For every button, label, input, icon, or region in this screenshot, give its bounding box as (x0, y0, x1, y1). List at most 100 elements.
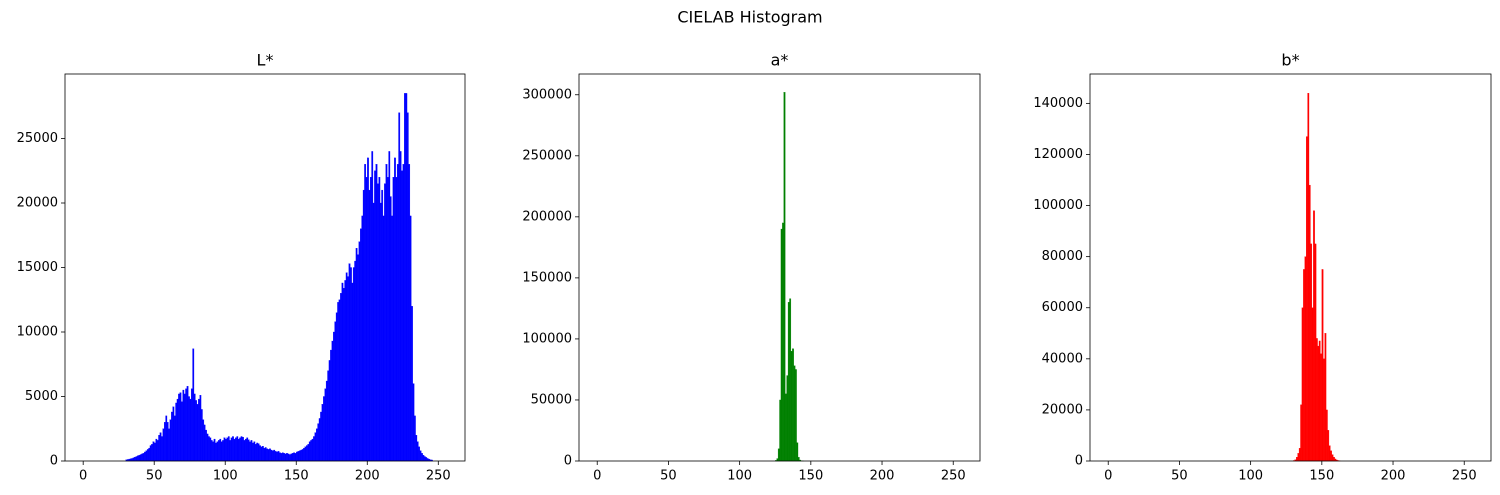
histogram-bar (280, 453, 283, 462)
histogram-bar (311, 438, 314, 462)
histogram-bar (402, 164, 405, 462)
histogram-bar (404, 93, 406, 462)
histogram-bar (1307, 93, 1310, 462)
histogram-bar (1296, 457, 1298, 462)
histogram-bar (274, 451, 277, 462)
histogram-bar (288, 454, 291, 462)
histogram-bar (176, 398, 179, 462)
histogram-bar (357, 254, 359, 462)
histogram-bar (247, 439, 250, 462)
histogram-bar (277, 451, 280, 462)
histogram-bar (209, 437, 212, 462)
histogram-bar (785, 393, 787, 462)
histogram-bar (314, 432, 317, 462)
histogram-bar (396, 164, 399, 462)
histogram-bar (198, 398, 200, 462)
histogram-bar (362, 189, 365, 462)
histogram-bar (406, 112, 409, 462)
histogram-bar (242, 436, 244, 462)
histogram-bar (264, 447, 267, 462)
x-tick-label: 0 (79, 469, 87, 484)
axes-frame (1089, 73, 1492, 462)
histogram-bar (208, 436, 210, 462)
histogram-bar (276, 451, 278, 462)
histogram-bar (334, 321, 337, 462)
histogram-bar (290, 453, 293, 462)
histogram-bar (223, 437, 226, 462)
x-tick-label: 250 (426, 469, 451, 484)
histogram-bar (303, 447, 305, 462)
histogram-bar (1298, 448, 1301, 462)
histogram-bar (226, 437, 229, 462)
histogram-bar (318, 418, 321, 462)
histogram-bar (159, 432, 162, 462)
histogram-bar (1308, 184, 1311, 462)
x-tick-label: 100 (213, 469, 238, 484)
figure-title: CIELAB Histogram (677, 8, 822, 27)
y-tick-label: 0 (564, 454, 572, 469)
histogram-bar (338, 299, 341, 462)
histogram-bar (340, 293, 342, 462)
histogram-bar (183, 393, 186, 462)
histogram-bar (320, 411, 322, 462)
histogram-bar (323, 396, 325, 462)
histogram-bar (146, 449, 149, 462)
histogram-bar (286, 453, 288, 462)
histogram-bar (779, 399, 782, 462)
histogram-bar (222, 440, 224, 462)
histogram-bar (149, 445, 152, 462)
histogram-bar (200, 409, 203, 462)
histogram-bar (793, 365, 796, 462)
histogram-bar (1301, 307, 1304, 462)
histogram-bar (795, 369, 797, 462)
histogram-bar (173, 415, 176, 462)
histogram-bar (1300, 404, 1303, 462)
histogram-bar (257, 443, 260, 462)
histogram-bar (137, 455, 139, 462)
histogram-bar (412, 383, 415, 462)
histogram-bar (239, 437, 242, 462)
histogram-bar (217, 440, 220, 462)
histogram-bar (368, 189, 371, 462)
axes-title: a* (771, 51, 789, 70)
histogram-bar (220, 441, 223, 462)
histogram-bar (361, 215, 364, 462)
histogram-bar (178, 393, 180, 462)
y-tick-label: 100000 (522, 331, 572, 346)
histogram-bar (1304, 256, 1307, 462)
histogram-bar (369, 177, 372, 462)
x-tick-label: 200 (870, 469, 895, 484)
histogram-bar (348, 263, 351, 462)
histogram-bar (297, 451, 300, 462)
histogram-bar (351, 282, 354, 462)
x-tick-label: 250 (941, 469, 966, 484)
histogram-bar (381, 189, 384, 462)
histogram-bar (385, 164, 388, 462)
histogram-bar (134, 456, 136, 462)
y-tick-label: 0 (1075, 454, 1083, 469)
histogram-bar (345, 272, 348, 462)
histogram-bar (210, 440, 213, 462)
histogram-bar (142, 453, 145, 462)
x-tick-label: 200 (355, 469, 380, 484)
histogram-bar (1330, 450, 1332, 462)
histogram-bar (235, 437, 237, 462)
histogram-bar (233, 438, 236, 462)
histogram-bar (185, 388, 188, 462)
histogram-bar (387, 177, 389, 462)
histogram-bar (193, 393, 196, 462)
x-tick-label: 200 (1381, 469, 1406, 484)
histogram-bar (163, 422, 166, 462)
histogram-bar (379, 202, 382, 462)
histogram-bar (364, 164, 367, 462)
y-tick-label: 80000 (1042, 249, 1083, 264)
histogram-bar (1317, 345, 1320, 462)
axes-frame (64, 73, 466, 462)
histogram-bar (423, 456, 426, 462)
histogram-bar (252, 442, 254, 462)
histogram-bar (797, 457, 800, 462)
histogram-bar (1313, 210, 1315, 462)
histogram-bar (375, 164, 378, 462)
histogram-bar (358, 241, 361, 462)
histogram-bar (294, 453, 297, 462)
